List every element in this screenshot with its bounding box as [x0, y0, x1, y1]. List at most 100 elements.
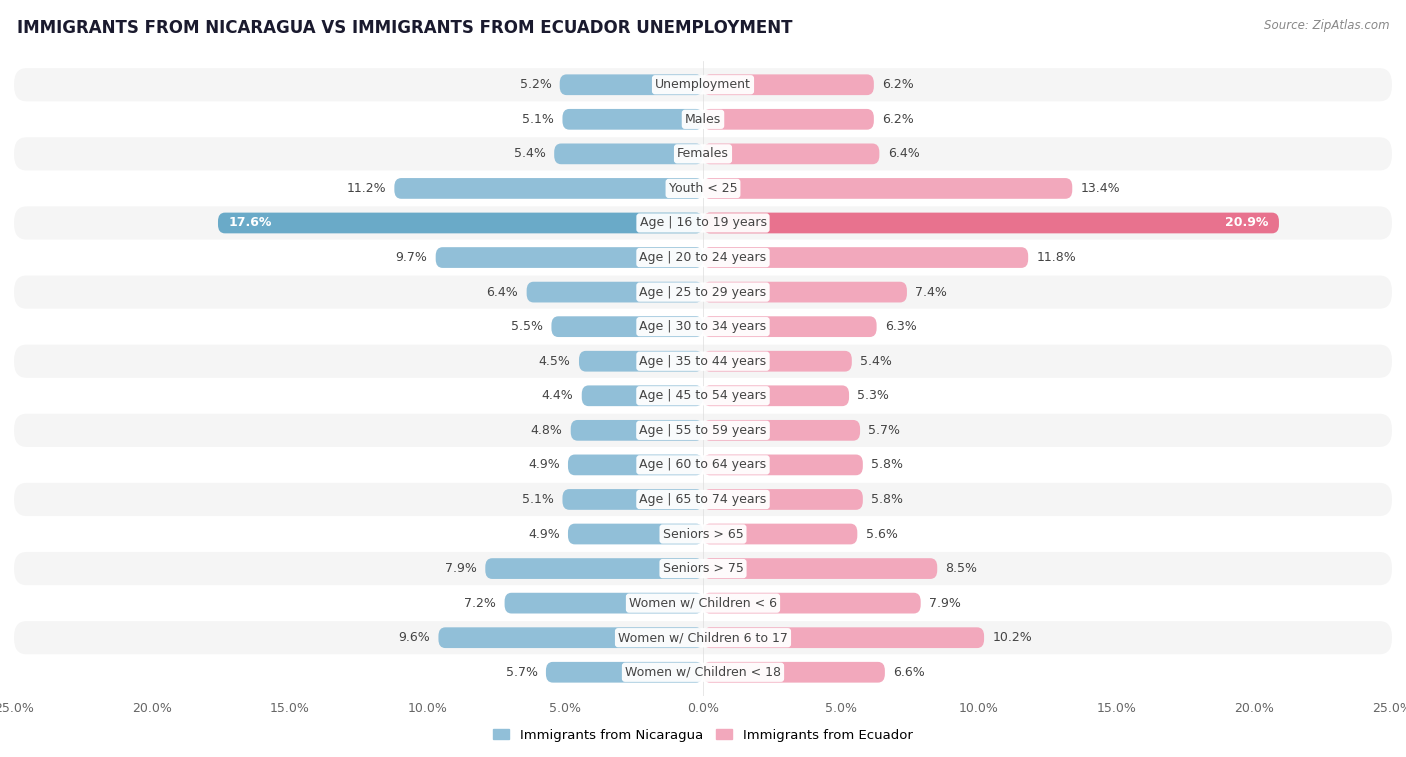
- FancyBboxPatch shape: [436, 248, 703, 268]
- Text: 5.1%: 5.1%: [522, 113, 554, 126]
- Text: 11.8%: 11.8%: [1036, 251, 1076, 264]
- FancyBboxPatch shape: [218, 213, 703, 233]
- FancyBboxPatch shape: [551, 316, 703, 337]
- Text: 4.8%: 4.8%: [530, 424, 562, 437]
- Text: 11.2%: 11.2%: [346, 182, 387, 195]
- Text: 7.2%: 7.2%: [464, 597, 496, 609]
- FancyBboxPatch shape: [554, 144, 703, 164]
- FancyBboxPatch shape: [703, 282, 907, 303]
- Text: Age | 35 to 44 years: Age | 35 to 44 years: [640, 355, 766, 368]
- Text: Females: Females: [678, 148, 728, 160]
- FancyBboxPatch shape: [582, 385, 703, 407]
- Text: 5.7%: 5.7%: [869, 424, 900, 437]
- Text: 5.5%: 5.5%: [512, 320, 543, 333]
- Text: Seniors > 65: Seniors > 65: [662, 528, 744, 540]
- FancyBboxPatch shape: [14, 414, 1392, 447]
- FancyBboxPatch shape: [703, 213, 1279, 233]
- Text: 6.6%: 6.6%: [893, 665, 925, 679]
- FancyBboxPatch shape: [439, 628, 703, 648]
- FancyBboxPatch shape: [703, 248, 1028, 268]
- Text: 5.4%: 5.4%: [515, 148, 546, 160]
- FancyBboxPatch shape: [562, 489, 703, 509]
- FancyBboxPatch shape: [14, 344, 1392, 378]
- FancyBboxPatch shape: [14, 103, 1392, 136]
- FancyBboxPatch shape: [14, 518, 1392, 550]
- Text: 4.5%: 4.5%: [538, 355, 571, 368]
- Text: 4.4%: 4.4%: [541, 389, 574, 402]
- Legend: Immigrants from Nicaragua, Immigrants from Ecuador: Immigrants from Nicaragua, Immigrants fr…: [488, 724, 918, 747]
- FancyBboxPatch shape: [571, 420, 703, 441]
- FancyBboxPatch shape: [546, 662, 703, 683]
- FancyBboxPatch shape: [14, 587, 1392, 620]
- Text: 6.2%: 6.2%: [882, 113, 914, 126]
- Text: 7.4%: 7.4%: [915, 285, 948, 298]
- Text: Age | 30 to 34 years: Age | 30 to 34 years: [640, 320, 766, 333]
- FancyBboxPatch shape: [560, 74, 703, 95]
- FancyBboxPatch shape: [703, 385, 849, 407]
- FancyBboxPatch shape: [579, 350, 703, 372]
- FancyBboxPatch shape: [14, 172, 1392, 205]
- Text: Youth < 25: Youth < 25: [669, 182, 737, 195]
- Text: 13.4%: 13.4%: [1081, 182, 1121, 195]
- Text: 4.9%: 4.9%: [527, 459, 560, 472]
- Text: 6.2%: 6.2%: [882, 78, 914, 92]
- Text: 5.8%: 5.8%: [872, 459, 903, 472]
- Text: Males: Males: [685, 113, 721, 126]
- FancyBboxPatch shape: [527, 282, 703, 303]
- Text: Women w/ Children < 6: Women w/ Children < 6: [628, 597, 778, 609]
- FancyBboxPatch shape: [14, 310, 1392, 343]
- Text: 5.2%: 5.2%: [520, 78, 551, 92]
- FancyBboxPatch shape: [703, 662, 884, 683]
- FancyBboxPatch shape: [14, 656, 1392, 689]
- Text: 7.9%: 7.9%: [929, 597, 960, 609]
- Text: Women w/ Children 6 to 17: Women w/ Children 6 to 17: [619, 631, 787, 644]
- Text: Age | 60 to 64 years: Age | 60 to 64 years: [640, 459, 766, 472]
- Text: Women w/ Children < 18: Women w/ Children < 18: [626, 665, 780, 679]
- FancyBboxPatch shape: [703, 420, 860, 441]
- FancyBboxPatch shape: [14, 483, 1392, 516]
- Text: Age | 55 to 59 years: Age | 55 to 59 years: [640, 424, 766, 437]
- Text: 6.4%: 6.4%: [486, 285, 519, 298]
- FancyBboxPatch shape: [703, 558, 938, 579]
- Text: IMMIGRANTS FROM NICARAGUA VS IMMIGRANTS FROM ECUADOR UNEMPLOYMENT: IMMIGRANTS FROM NICARAGUA VS IMMIGRANTS …: [17, 19, 793, 37]
- FancyBboxPatch shape: [703, 454, 863, 475]
- Text: 17.6%: 17.6%: [229, 217, 273, 229]
- FancyBboxPatch shape: [14, 241, 1392, 274]
- FancyBboxPatch shape: [14, 137, 1392, 170]
- FancyBboxPatch shape: [568, 524, 703, 544]
- FancyBboxPatch shape: [703, 74, 875, 95]
- FancyBboxPatch shape: [14, 448, 1392, 481]
- FancyBboxPatch shape: [703, 109, 875, 129]
- Text: 9.6%: 9.6%: [398, 631, 430, 644]
- Text: Source: ZipAtlas.com: Source: ZipAtlas.com: [1264, 19, 1389, 32]
- FancyBboxPatch shape: [703, 524, 858, 544]
- FancyBboxPatch shape: [703, 489, 863, 509]
- FancyBboxPatch shape: [703, 144, 879, 164]
- Text: 8.5%: 8.5%: [945, 562, 977, 575]
- Text: Seniors > 75: Seniors > 75: [662, 562, 744, 575]
- Text: Age | 45 to 54 years: Age | 45 to 54 years: [640, 389, 766, 402]
- Text: 10.2%: 10.2%: [993, 631, 1032, 644]
- Text: 5.1%: 5.1%: [522, 493, 554, 506]
- FancyBboxPatch shape: [14, 552, 1392, 585]
- FancyBboxPatch shape: [703, 628, 984, 648]
- Text: 4.9%: 4.9%: [527, 528, 560, 540]
- Text: 5.7%: 5.7%: [506, 665, 537, 679]
- Text: Age | 65 to 74 years: Age | 65 to 74 years: [640, 493, 766, 506]
- Text: 5.4%: 5.4%: [860, 355, 891, 368]
- Text: 5.3%: 5.3%: [858, 389, 889, 402]
- Text: 5.8%: 5.8%: [872, 493, 903, 506]
- FancyBboxPatch shape: [703, 593, 921, 613]
- FancyBboxPatch shape: [703, 178, 1073, 199]
- FancyBboxPatch shape: [14, 379, 1392, 413]
- Text: Age | 16 to 19 years: Age | 16 to 19 years: [640, 217, 766, 229]
- FancyBboxPatch shape: [14, 207, 1392, 239]
- FancyBboxPatch shape: [394, 178, 703, 199]
- Text: 5.6%: 5.6%: [866, 528, 897, 540]
- FancyBboxPatch shape: [14, 68, 1392, 101]
- FancyBboxPatch shape: [703, 350, 852, 372]
- FancyBboxPatch shape: [485, 558, 703, 579]
- Text: 7.9%: 7.9%: [446, 562, 477, 575]
- Text: 6.4%: 6.4%: [887, 148, 920, 160]
- Text: 20.9%: 20.9%: [1225, 217, 1268, 229]
